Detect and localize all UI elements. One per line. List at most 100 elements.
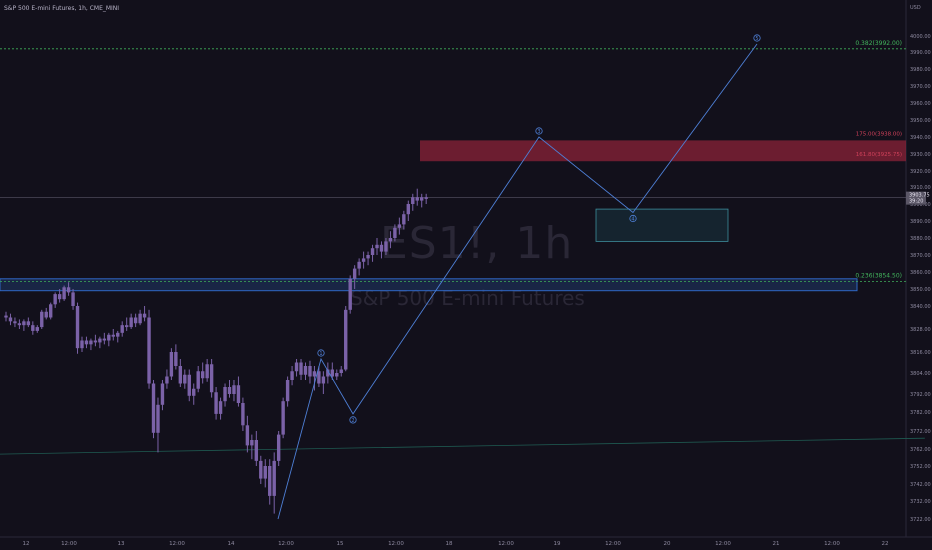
candle-body[interactable]	[375, 244, 379, 249]
candle-body[interactable]	[84, 340, 89, 345]
candle-body[interactable]	[393, 227, 397, 238]
candle-body[interactable]	[102, 338, 107, 341]
candle-body[interactable]	[66, 287, 71, 293]
candle-body[interactable]	[290, 371, 294, 380]
candle-body[interactable]	[89, 340, 93, 345]
candle-body[interactable]	[192, 388, 196, 396]
candle-body[interactable]	[259, 460, 263, 479]
candle-body[interactable]	[299, 362, 303, 375]
candle-body[interactable]	[276, 434, 281, 461]
candle-body[interactable]	[40, 311, 44, 328]
candle-body[interactable]	[22, 321, 26, 326]
wave-label-circle[interactable]	[629, 214, 637, 223]
candle-body[interactable]	[44, 311, 48, 318]
candle-body[interactable]	[129, 317, 133, 328]
candle-body[interactable]	[147, 317, 151, 384]
candle-body[interactable]	[62, 287, 66, 300]
candle-body[interactable]	[31, 325, 35, 331]
candle-body[interactable]	[397, 224, 402, 228]
candle-body[interactable]	[183, 374, 187, 384]
candle-body[interactable]	[411, 197, 415, 204]
candle-body[interactable]	[344, 309, 348, 370]
candle-body[interactable]	[13, 321, 17, 324]
candle-body[interactable]	[223, 387, 227, 402]
candle-body[interactable]	[187, 374, 191, 396]
candle-body[interactable]	[303, 366, 308, 375]
candle-body[interactable]	[370, 248, 375, 255]
candle-body[interactable]	[268, 466, 272, 496]
candle-body[interactable]	[17, 323, 22, 326]
candle-body[interactable]	[133, 317, 138, 324]
candle-body[interactable]	[254, 440, 259, 461]
candle-body[interactable]	[232, 385, 236, 394]
candle-body[interactable]	[321, 376, 326, 384]
candle-body[interactable]	[200, 371, 205, 379]
candle-body[interactable]	[317, 371, 321, 384]
candle-body[interactable]	[285, 380, 290, 402]
candle-body[interactable]	[326, 369, 330, 377]
candle-body[interactable]	[124, 325, 129, 328]
wave-label-circle[interactable]	[535, 127, 543, 135]
candle-body[interactable]	[116, 332, 120, 337]
candle-body[interactable]	[4, 315, 8, 318]
candle-body[interactable]	[250, 440, 254, 446]
candle-body[interactable]	[245, 425, 250, 446]
candle-body[interactable]	[384, 241, 388, 252]
candle-body[interactable]	[160, 383, 165, 405]
candle-body[interactable]	[142, 313, 147, 318]
candle-body[interactable]	[294, 362, 299, 372]
candle-body[interactable]	[402, 214, 406, 225]
candle-body[interactable]	[71, 292, 75, 306]
candle-body[interactable]	[335, 373, 339, 377]
trendline[interactable]	[0, 437, 925, 455]
candle-body[interactable]	[75, 306, 80, 349]
candle-body[interactable]	[424, 197, 428, 199]
candle-body[interactable]	[80, 340, 84, 349]
candle-body[interactable]	[93, 340, 98, 343]
candle-body[interactable]	[312, 371, 317, 377]
candle-body[interactable]	[420, 197, 424, 201]
support-zone[interactable]	[0, 278, 858, 292]
candle-body[interactable]	[111, 334, 115, 337]
candle-body[interactable]	[98, 338, 102, 343]
candle-body[interactable]	[49, 304, 53, 318]
candle-body[interactable]	[218, 401, 223, 414]
candle-body[interactable]	[339, 369, 343, 374]
candle-body[interactable]	[8, 317, 13, 322]
candle-body[interactable]	[209, 364, 214, 393]
candle-body[interactable]	[272, 460, 276, 496]
wave4-target-box[interactable]	[595, 208, 729, 242]
symbol-title[interactable]: S&P 500 E-mini Futures, 1h, CME_MINI	[4, 5, 120, 12]
candle-body[interactable]	[205, 364, 209, 379]
candle-body[interactable]	[138, 313, 142, 324]
candle-body[interactable]	[227, 387, 232, 394]
candle-body[interactable]	[35, 327, 39, 331]
candle-body[interactable]	[236, 385, 241, 403]
wave-label-circle[interactable]	[753, 34, 761, 42]
wave-label-circle[interactable]	[349, 416, 357, 424]
candle-body[interactable]	[107, 334, 111, 341]
candle-body[interactable]	[361, 258, 366, 262]
candle-body[interactable]	[406, 204, 410, 215]
candle-body[interactable]	[366, 255, 370, 259]
candle-body[interactable]	[165, 376, 169, 384]
candle-body[interactable]	[156, 404, 160, 433]
candle-body[interactable]	[281, 401, 285, 435]
candle-body[interactable]	[379, 244, 384, 252]
candle-body[interactable]	[330, 369, 335, 377]
candle-body[interactable]	[178, 366, 183, 384]
candle-body[interactable]	[263, 466, 267, 479]
candle-body[interactable]	[196, 371, 200, 389]
candle-body[interactable]	[357, 261, 361, 269]
candle-body[interactable]	[120, 325, 124, 333]
candle-body[interactable]	[388, 238, 393, 242]
extension-zone[interactable]	[420, 140, 906, 162]
candle-body[interactable]	[53, 294, 57, 305]
candle-body[interactable]	[241, 403, 245, 426]
candle-body[interactable]	[169, 352, 174, 377]
candle-body[interactable]	[151, 383, 156, 433]
candle-body[interactable]	[352, 268, 357, 279]
candle-body[interactable]	[308, 366, 312, 377]
candle-body[interactable]	[415, 197, 419, 201]
